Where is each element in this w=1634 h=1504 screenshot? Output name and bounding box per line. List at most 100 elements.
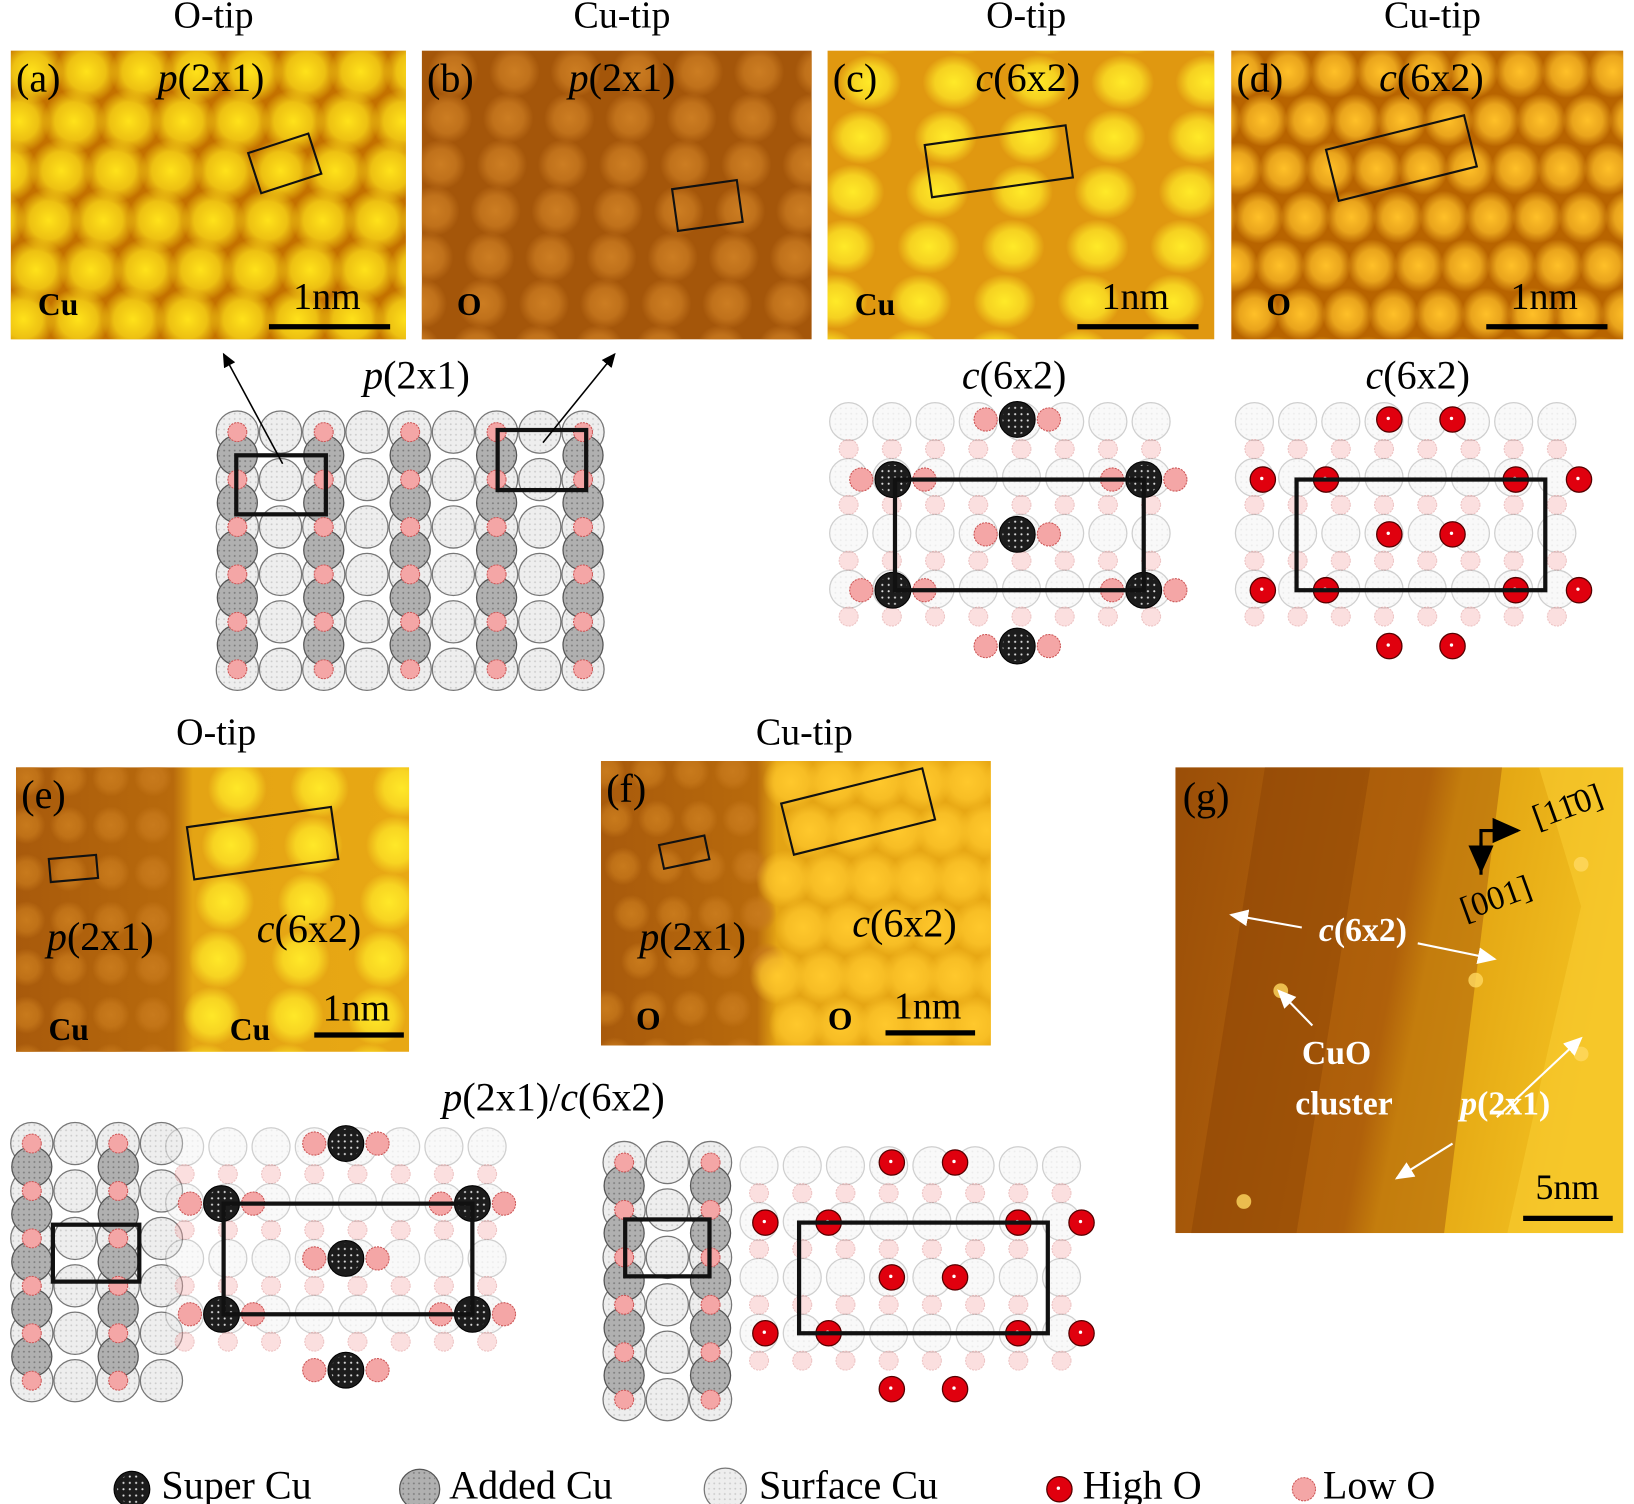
stm-spot	[913, 802, 971, 859]
stm-spot	[1368, 287, 1419, 340]
stm-spot	[271, 929, 331, 989]
stm-spot	[168, 238, 233, 302]
low-o	[1097, 550, 1118, 571]
low-o	[1244, 438, 1265, 459]
stm-spot	[1469, 93, 1520, 147]
stm-spot	[1448, 50, 1499, 99]
stm-spot	[829, 109, 893, 165]
stm-spot	[50, 711, 88, 749]
stm-spot	[755, 850, 813, 908]
atom-label: Cu	[48, 1012, 88, 1047]
stm-spot	[1114, 50, 1148, 55]
stm-spot	[1231, 239, 1259, 292]
low-o	[227, 422, 248, 443]
surface-cu-texture	[519, 506, 560, 548]
stm-spot	[97, 89, 161, 153]
surface-cu-texture	[1409, 403, 1446, 440]
unit-cell	[892, 477, 1146, 593]
low-o	[749, 1294, 770, 1315]
low-o	[614, 1342, 635, 1363]
low-o	[302, 1358, 327, 1383]
stm-spot	[365, 815, 410, 875]
scale-text: 1nm	[1102, 276, 1169, 318]
stm-spot	[1537, 142, 1588, 195]
stm-spot	[1402, 50, 1453, 99]
added-cu-texture	[691, 1166, 730, 1205]
low-o	[1417, 550, 1438, 571]
stm-spot	[1587, 50, 1624, 99]
low-o	[1546, 606, 1567, 627]
added-cu-texture	[12, 1337, 51, 1376]
low-o	[261, 1219, 282, 1240]
surface-cu-texture	[54, 1170, 96, 1211]
surface-cu-texture	[433, 601, 474, 642]
high-o-dot	[762, 1330, 766, 1334]
scale-text: 1nm	[323, 988, 390, 1030]
stm-spot	[349, 1043, 391, 1052]
stm-spot	[713, 760, 752, 791]
stm-spot	[705, 705, 743, 743]
atom-label: Cu	[230, 1012, 270, 1047]
low-o	[700, 1294, 721, 1315]
low-o	[700, 1342, 721, 1363]
stm-spot	[922, 54, 986, 110]
surface-cu-texture	[253, 1240, 289, 1277]
unit-cell	[779, 767, 937, 856]
low-o	[573, 516, 594, 537]
stm-spot	[800, 850, 858, 908]
stm-spot	[421, 278, 448, 329]
low-o	[174, 1219, 195, 1240]
stm-spot	[236, 188, 300, 252]
low-o	[174, 1331, 195, 1352]
low-o	[227, 659, 248, 680]
stm-spot	[619, 384, 682, 439]
added-cu-texture	[605, 1356, 644, 1395]
stm-spot	[604, 847, 643, 886]
low-o	[573, 564, 594, 585]
stm-spot	[91, 995, 130, 1034]
added-cu-texture	[218, 626, 257, 664]
stm-spot	[740, 0, 791, 51]
low-o	[1330, 550, 1351, 571]
stm-spot	[71, 188, 136, 252]
low-o	[1330, 494, 1351, 515]
stm-spot	[1532, 239, 1583, 292]
stm-spot	[15, 767, 46, 797]
added-cu-texture	[564, 483, 602, 522]
low-o	[968, 606, 989, 627]
low-o	[792, 1183, 813, 1204]
stm-spot	[888, 850, 946, 908]
surface-cu-texture	[1538, 515, 1575, 552]
stm-spot	[1376, 93, 1427, 147]
surface-cu-texture	[433, 649, 474, 690]
surface-cu-texture	[433, 554, 474, 595]
surface-cu-texture	[830, 403, 867, 440]
scale-text: 1nm	[293, 276, 360, 318]
low-o	[1054, 606, 1075, 627]
stm-spot	[1301, 239, 1352, 292]
stm-spot	[794, 50, 812, 96]
low-o	[477, 1275, 498, 1296]
low-o	[177, 1302, 203, 1327]
low-o	[1097, 606, 1118, 627]
surface-cu-texture	[827, 1147, 864, 1184]
added-cu-texture	[218, 531, 257, 570]
stm-spot	[10, 287, 55, 340]
stm-spot	[888, 274, 952, 329]
low-o	[925, 438, 946, 459]
panel-label: (g)	[1183, 774, 1230, 819]
low-o	[21, 1323, 42, 1344]
low-o	[304, 1275, 325, 1296]
low-o	[1503, 494, 1524, 515]
atom-label: O	[457, 287, 482, 322]
arrow	[222, 352, 284, 465]
scale-text: 1nm	[1511, 276, 1578, 318]
stm-spot	[1402, 336, 1427, 340]
low-o	[1008, 1294, 1029, 1315]
stm-spot	[1288, 0, 1338, 50]
low-o	[486, 516, 507, 537]
low-o	[614, 1199, 635, 1220]
low-o	[1097, 494, 1118, 515]
low-o	[1503, 550, 1524, 571]
high-o-dot	[1576, 587, 1580, 591]
